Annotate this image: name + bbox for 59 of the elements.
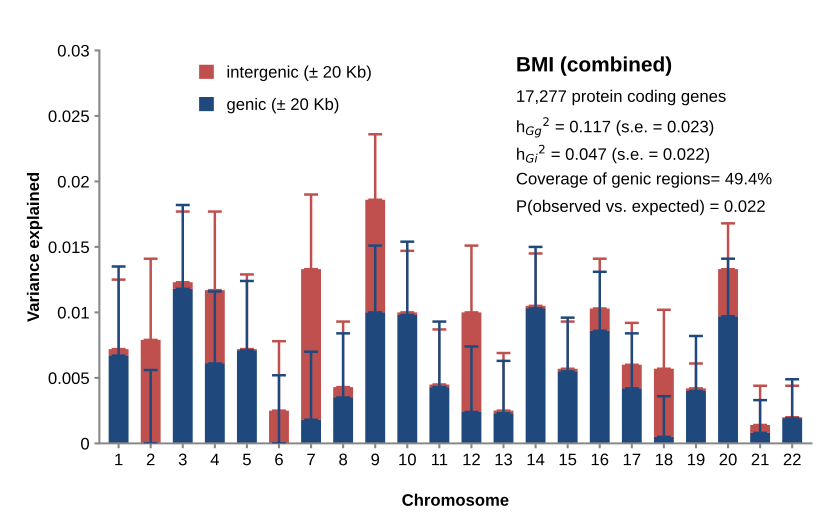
bar (622, 388, 642, 444)
bar (494, 413, 514, 444)
bar (461, 412, 482, 444)
bar (590, 330, 610, 444)
annotation: h$_{Gg}$$^{2}$ = 0.117 (s.e. = 0.023) (517, 117, 714, 138)
y-tick-label: 0.025 (48, 110, 89, 122)
y-tick-label: 0.03 (58, 44, 89, 57)
legend-label: genic (± 20 Kb) (227, 98, 338, 114)
chart-title: BMI (combined) (517, 56, 672, 76)
x-tick-label: 15 (560, 454, 576, 466)
bar (782, 418, 802, 444)
x-axis-title: Chromosome (402, 494, 509, 506)
legend-label: intergenic (± 20 Kb) (228, 66, 371, 82)
bar (397, 315, 418, 444)
annotation: Coverage of genic regions= 49.4% (516, 172, 772, 188)
bar (365, 200, 386, 312)
y-tick-label: 0.02 (58, 176, 89, 188)
bar (558, 371, 578, 444)
bar (236, 350, 257, 444)
x-tick-label: 20 (720, 454, 737, 466)
bar (301, 420, 322, 444)
y-tick-label: 0.015 (48, 241, 89, 254)
bar (204, 363, 225, 444)
x-tick-label: 10 (399, 454, 416, 466)
annotation: P(observed vs. expected) = 0.022 (517, 200, 765, 216)
bar (301, 269, 322, 420)
x-tick-label: 21 (752, 454, 769, 466)
y-tick-label: 0.005 (48, 372, 89, 384)
x-tick-label: 22 (784, 454, 801, 466)
x-tick-label: 13 (496, 454, 512, 466)
x-tick-label: 9 (371, 454, 380, 466)
x-tick-label: 11 (432, 454, 448, 466)
y-axis-title: Variance explained (26, 172, 42, 322)
x-tick-label: 7 (307, 454, 315, 466)
x-tick-label: 8 (339, 454, 348, 466)
bar (718, 316, 738, 444)
y-tick-label: 0 (81, 438, 89, 450)
x-tick-label: 2 (146, 454, 154, 466)
bar (686, 390, 706, 444)
x-tick-label: 4 (210, 454, 219, 466)
annotation: h$_{Gi}$$^{2}$ = 0.047 (s.e. = 0.022) (517, 144, 710, 164)
bar (172, 288, 193, 444)
x-tick-label: 1 (115, 454, 122, 466)
x-tick-label: 17 (624, 454, 640, 466)
bar (365, 312, 386, 444)
y-tick-label: 0.01 (58, 306, 89, 319)
x-tick-label: 3 (178, 454, 187, 466)
x-tick-label: 19 (688, 454, 704, 466)
x-tick-label: 14 (528, 454, 544, 466)
x-tick-label: 5 (242, 454, 251, 466)
x-tick-label: 16 (592, 454, 608, 466)
bar (333, 398, 354, 444)
x-tick-label: 18 (656, 454, 672, 466)
x-tick-label: 6 (275, 454, 283, 466)
bar (526, 308, 546, 444)
annotation: 17,277 protein coding genes (517, 90, 726, 106)
bar (108, 356, 129, 444)
x-tick-label: 12 (463, 454, 480, 466)
bar (429, 387, 450, 444)
